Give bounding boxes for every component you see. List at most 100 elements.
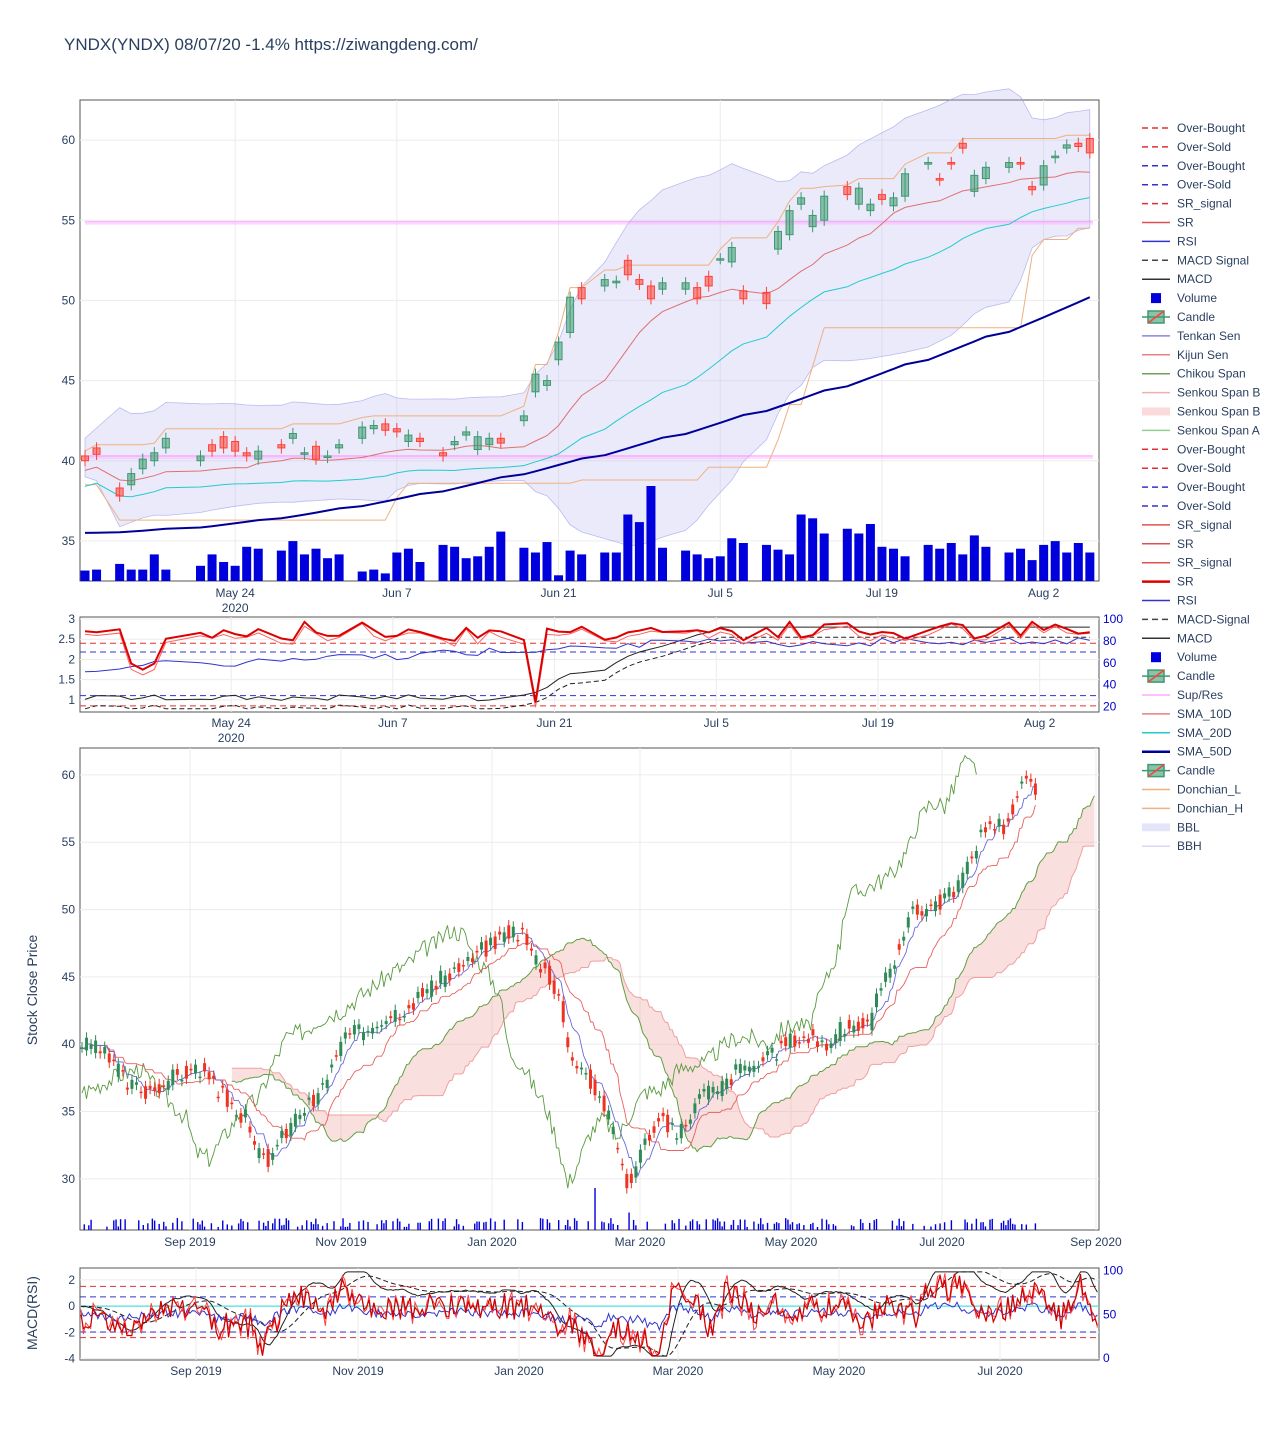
candle-body: [248, 1126, 252, 1133]
candle-body: [725, 1078, 729, 1089]
candle-body: [116, 1063, 120, 1077]
candle-body: [134, 1082, 138, 1085]
candle-body: [961, 872, 965, 888]
candle-body: [997, 818, 1001, 827]
candle-body: [1011, 804, 1015, 815]
candle-body: [198, 1076, 202, 1079]
volume-bar: [991, 1218, 993, 1230]
candle-body: [829, 1043, 833, 1048]
volume-bar: [569, 1226, 571, 1230]
candle-body: [747, 1066, 751, 1072]
candle-body: [398, 1018, 402, 1021]
volume-bar: [88, 1225, 90, 1230]
candle-body: [312, 1094, 316, 1107]
fill-lavender-icon: [1142, 823, 1170, 832]
candle-body: [856, 1021, 860, 1031]
volume-bar: [971, 1223, 973, 1230]
volume-bar: [333, 1221, 335, 1230]
candle-body: [646, 285, 655, 300]
volume-bar: [285, 1218, 287, 1230]
candle-body: [343, 1032, 347, 1039]
candle-body: [127, 473, 136, 486]
volume-bar: [785, 1218, 787, 1230]
candle-body: [358, 426, 367, 439]
ichimoku-cloud: [231, 795, 1095, 1153]
candle-body: [657, 1118, 661, 1122]
volume-bar: [503, 1219, 505, 1230]
candle-body: [352, 1025, 356, 1035]
volume-bar: [980, 1222, 982, 1230]
x-tick-label: Jul 19: [866, 586, 898, 600]
volume-bar: [577, 554, 587, 581]
candle-body: [384, 1021, 388, 1024]
candle-body: [357, 1024, 361, 1030]
candle-body: [380, 1025, 384, 1027]
legend-label: Over-Bought: [1177, 121, 1246, 135]
volume-bar: [403, 548, 413, 581]
candle-body: [711, 1086, 715, 1093]
x-tick-label: May 24: [215, 586, 255, 600]
volume-bar: [603, 1222, 605, 1230]
volume-bar: [358, 1221, 360, 1230]
volume-bar: [739, 1219, 741, 1230]
volume-bar: [744, 1219, 746, 1230]
volume-bar: [573, 1218, 576, 1230]
candle-body: [934, 901, 938, 912]
volume-bar: [859, 1219, 862, 1230]
legend-item: Volume: [1151, 291, 1217, 305]
candle-body: [189, 1068, 193, 1071]
candle-body: [1002, 824, 1006, 835]
candle-body: [579, 1067, 583, 1070]
volume-bar: [530, 552, 540, 581]
volume-bar: [964, 1219, 966, 1230]
candle-body: [389, 1016, 393, 1019]
candle-body: [1062, 144, 1071, 149]
volume-bar: [832, 1224, 835, 1230]
candle-body: [929, 904, 933, 907]
volume-bar: [458, 1224, 460, 1230]
volume-bar: [258, 1220, 260, 1230]
volume-bar: [775, 1222, 778, 1230]
legend-label: SMA_10D: [1177, 707, 1232, 721]
candle-body: [450, 441, 459, 446]
volume-bar: [90, 1219, 92, 1230]
legend-item: Over-Sold: [1142, 499, 1231, 513]
volume-bar: [1009, 1218, 1012, 1230]
volume-bar: [875, 1218, 878, 1230]
candle-body: [762, 291, 771, 305]
candle-body: [865, 1019, 869, 1022]
volume-bar: [778, 1223, 780, 1230]
volume-bar: [494, 1221, 496, 1230]
candle-icon-diag: [1147, 310, 1165, 324]
volume-bar: [210, 1223, 213, 1230]
x-tick-label: May 2020: [765, 1235, 818, 1249]
candle-body: [166, 1080, 170, 1090]
candle-body: [666, 1114, 670, 1133]
candle-body: [253, 1141, 257, 1145]
candle-body: [716, 258, 725, 261]
candle-body: [312, 445, 320, 460]
candle-body: [516, 939, 520, 942]
candle-body: [870, 1012, 874, 1031]
volume-bar: [757, 1223, 760, 1230]
candle-body: [473, 436, 482, 451]
candle-body: [316, 1093, 320, 1105]
volume-bar: [1021, 1224, 1023, 1230]
volume-bar: [821, 1218, 823, 1230]
candle-body: [161, 437, 170, 449]
y-tick-label: 50: [62, 903, 76, 917]
candle-body: [756, 1066, 760, 1068]
legend-label: Volume: [1177, 650, 1217, 664]
candle-body: [184, 1065, 188, 1079]
sma-50-line: [84, 296, 1091, 534]
candle-body: [221, 1085, 225, 1088]
volume-bar: [311, 548, 321, 581]
candle-body: [897, 944, 901, 950]
candle-body: [924, 162, 933, 165]
volume-bar: [485, 1221, 487, 1230]
volume-bar: [982, 1222, 984, 1230]
x-tick-label: 2020: [222, 601, 249, 615]
candle-body: [875, 993, 878, 1008]
volume-bar: [698, 1224, 701, 1230]
